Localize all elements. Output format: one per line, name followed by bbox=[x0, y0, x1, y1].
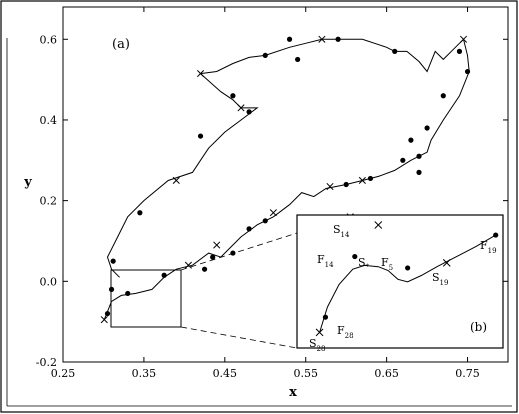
inset-dot bbox=[493, 232, 499, 238]
cross-stroke bbox=[196, 70, 205, 78]
data-point-dot bbox=[456, 48, 463, 54]
cross-stroke bbox=[326, 182, 334, 191]
inset-cross bbox=[374, 221, 383, 229]
label-s-star: S* bbox=[358, 256, 370, 271]
x-ticks: 0.25 0.35 0.45 0.55 0.65 0.75 bbox=[51, 7, 480, 380]
data-point-dot bbox=[408, 137, 414, 143]
plot-area bbox=[62, 6, 509, 363]
inset-dot bbox=[352, 253, 358, 260]
trajectory-line bbox=[103, 38, 470, 320]
data-point-dot bbox=[392, 48, 398, 54]
y-ticks: -0.2 0.0 0.2 0.4 0.6 bbox=[36, 33, 508, 369]
label-f5: F5 bbox=[381, 256, 393, 272]
data-point-cross bbox=[459, 35, 468, 43]
main-series bbox=[100, 35, 471, 324]
data-point-dot bbox=[286, 36, 293, 42]
zoom-connector-top bbox=[180, 232, 298, 271]
y-tick-label: 0.4 bbox=[40, 114, 58, 127]
cross-stroke bbox=[100, 316, 108, 324]
data-point-dot bbox=[295, 56, 301, 63]
data-point-dot bbox=[246, 226, 252, 232]
data-point-dot bbox=[125, 290, 131, 297]
data-point-dot bbox=[440, 93, 446, 99]
cross-stroke bbox=[358, 176, 366, 185]
inset-series bbox=[315, 221, 499, 337]
data-point-dot bbox=[400, 157, 406, 163]
label-f14: F14 bbox=[317, 253, 334, 269]
data-point-dot bbox=[424, 125, 430, 131]
data-point-dot bbox=[197, 133, 204, 139]
x-tick-label: 0.35 bbox=[132, 367, 157, 380]
data-point-dot bbox=[262, 218, 268, 224]
inset-trajectory-line bbox=[319, 234, 496, 333]
data-point-dot bbox=[416, 153, 422, 159]
data-point-cross bbox=[196, 70, 205, 78]
data-point-cross bbox=[358, 176, 366, 185]
x-tick-label: 0.55 bbox=[293, 367, 318, 380]
data-point-dot bbox=[108, 286, 115, 292]
data-point-cross bbox=[237, 104, 245, 112]
x-tick-label: 0.45 bbox=[213, 367, 238, 380]
data-point-dot bbox=[246, 109, 252, 115]
data-point-cross bbox=[269, 209, 277, 217]
cross-stroke bbox=[315, 328, 324, 337]
data-point-dot bbox=[367, 175, 374, 182]
inset-cross bbox=[315, 328, 324, 337]
data-point-dot bbox=[335, 36, 341, 42]
inset-dot bbox=[405, 265, 411, 271]
data-point-dot bbox=[262, 52, 268, 59]
y-tick-label: 0.0 bbox=[40, 275, 58, 288]
data-point-dot bbox=[161, 272, 167, 278]
panel-a-label: (a) bbox=[112, 37, 130, 52]
data-point-cross bbox=[184, 261, 192, 269]
cross-stroke bbox=[237, 104, 245, 112]
cross-stroke bbox=[269, 209, 277, 217]
x-tick-label: 0.25 bbox=[51, 367, 76, 380]
cross-stroke bbox=[318, 35, 326, 43]
data-point-cross bbox=[172, 176, 180, 185]
data-point-dot bbox=[104, 310, 111, 317]
data-point-dot bbox=[210, 254, 216, 260]
data-point-cross bbox=[318, 35, 326, 43]
data-point-cross bbox=[326, 182, 334, 191]
y-tick-label: 0.6 bbox=[40, 33, 58, 46]
label-s28: S28 bbox=[309, 337, 325, 353]
data-point-dot bbox=[416, 169, 422, 175]
inset-panel bbox=[296, 214, 504, 349]
panel-b-label: (b) bbox=[470, 320, 487, 334]
label-s14: S14 bbox=[333, 223, 350, 239]
cross-stroke bbox=[459, 35, 468, 43]
data-point-dot bbox=[343, 181, 349, 188]
data-point-cross bbox=[100, 316, 108, 324]
label-f19: F19 bbox=[480, 239, 497, 255]
cross-stroke bbox=[172, 176, 180, 185]
cross-stroke bbox=[184, 261, 192, 269]
x-axis-label: x bbox=[289, 385, 297, 400]
cross-stroke bbox=[374, 221, 383, 229]
zoom-box bbox=[110, 269, 182, 328]
data-point-dot bbox=[230, 93, 236, 99]
y-axis-label: y bbox=[23, 175, 32, 190]
inset-cross bbox=[442, 259, 451, 267]
y-tick-label: -0.2 bbox=[36, 356, 57, 369]
label-s19: S19 bbox=[432, 271, 448, 287]
x-tick-label: 0.65 bbox=[374, 367, 399, 380]
data-point-dot bbox=[110, 258, 116, 264]
cross-stroke bbox=[213, 241, 221, 249]
data-point-dot bbox=[464, 68, 471, 75]
label-f28: F28 bbox=[337, 324, 354, 340]
zoom-connector-bottom bbox=[180, 326, 298, 349]
data-point-dot bbox=[201, 266, 208, 272]
x-tick-label: 0.75 bbox=[455, 367, 480, 380]
data-point-dot bbox=[137, 210, 143, 216]
inset-dot bbox=[322, 314, 329, 320]
cross-stroke bbox=[442, 259, 451, 267]
y-tick-label: 0.2 bbox=[40, 195, 58, 208]
data-point-cross bbox=[213, 241, 221, 249]
